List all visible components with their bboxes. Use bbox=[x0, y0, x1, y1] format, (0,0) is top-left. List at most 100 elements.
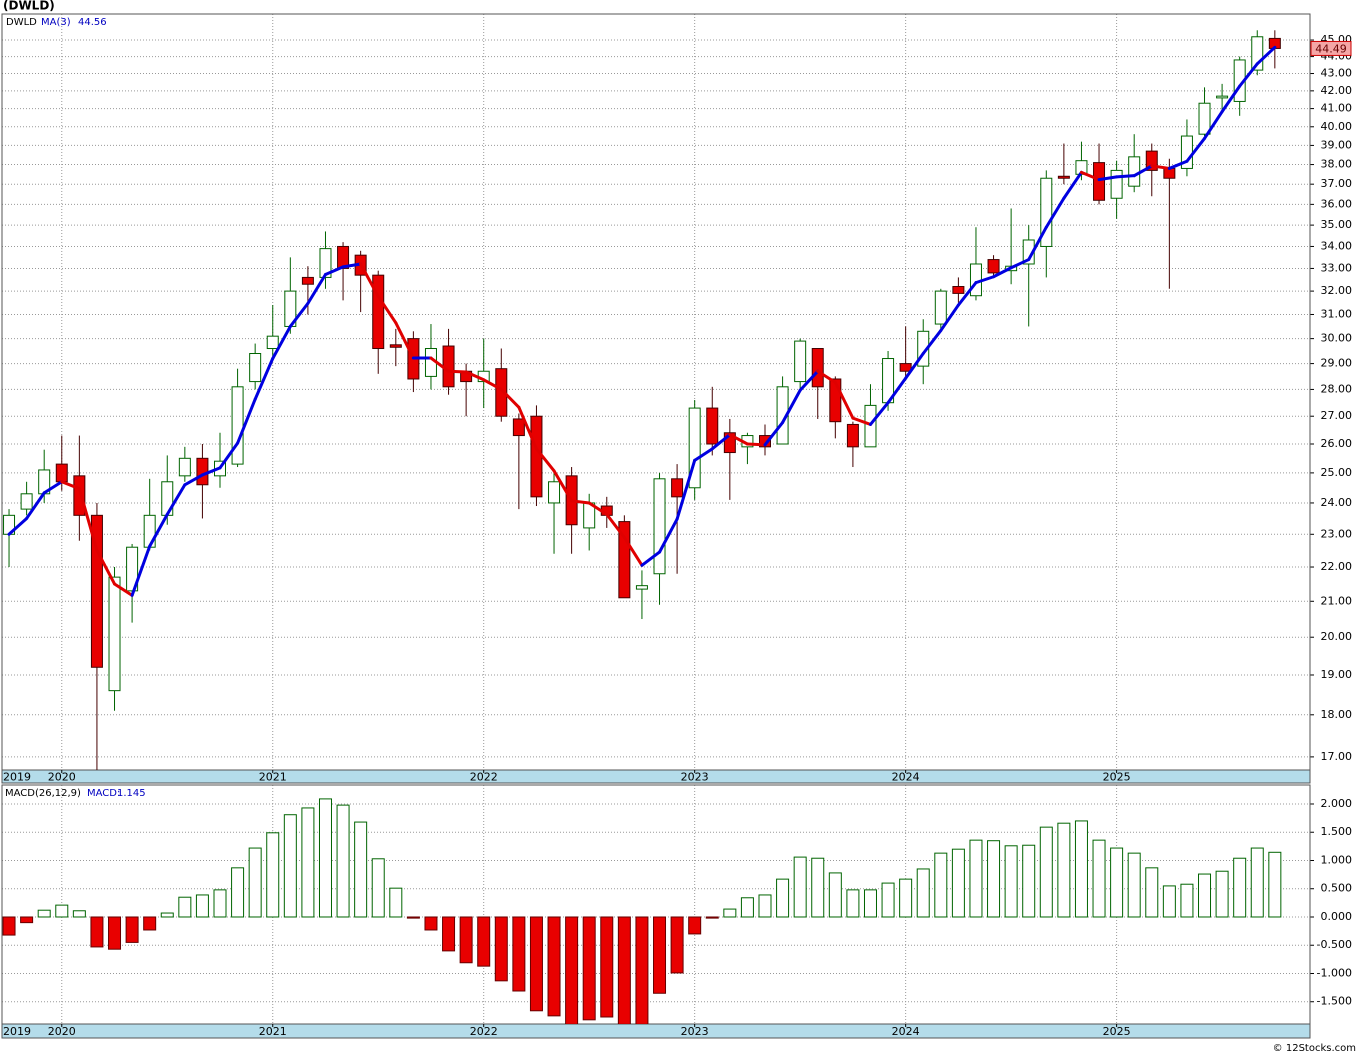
x-tick-label: 2020 bbox=[48, 1025, 76, 1038]
y-tick-label: 33.00 bbox=[1321, 261, 1353, 274]
candle-body bbox=[548, 481, 561, 504]
macd-bar bbox=[987, 840, 1001, 918]
candle-body bbox=[899, 363, 912, 372]
ma-line bbox=[992, 266, 1013, 279]
ma-line bbox=[798, 369, 820, 392]
macd-bar bbox=[90, 916, 104, 948]
macd-bar bbox=[1092, 839, 1106, 918]
ma-line bbox=[1132, 164, 1154, 178]
candle-body bbox=[1093, 162, 1106, 201]
y-tick-label: -1.000 bbox=[1317, 966, 1352, 979]
macd-bar bbox=[899, 878, 913, 918]
y-tick-label: -0.500 bbox=[1317, 938, 1352, 951]
candle-body bbox=[495, 368, 508, 417]
macd-bar bbox=[776, 878, 790, 918]
ma-line bbox=[1255, 45, 1277, 66]
ma-line bbox=[693, 447, 714, 462]
candle-body bbox=[143, 514, 156, 548]
ma-line bbox=[306, 272, 327, 305]
y-tick-label: 39.00 bbox=[1321, 138, 1353, 151]
panel-frame bbox=[1, 784, 1311, 1039]
macd-bar bbox=[723, 908, 737, 918]
ma-line bbox=[253, 357, 275, 401]
legend-ma-value: 44.56 bbox=[78, 17, 107, 28]
macd-bar bbox=[125, 916, 139, 943]
ma-line bbox=[183, 473, 204, 487]
macd-bar bbox=[670, 916, 684, 974]
candle-body bbox=[231, 386, 244, 465]
x-tick-label: 2022 bbox=[470, 1025, 498, 1038]
candle-body bbox=[987, 259, 1000, 274]
ma-line bbox=[833, 380, 855, 420]
plot-area bbox=[2, 14, 1310, 770]
candle-body bbox=[196, 457, 209, 486]
candle-body bbox=[319, 248, 332, 278]
candle-body bbox=[55, 463, 68, 483]
macd-bar bbox=[916, 868, 930, 918]
y-tick-label: 40.00 bbox=[1321, 120, 1353, 133]
macd-bar bbox=[1110, 847, 1124, 918]
ma-line bbox=[517, 405, 538, 451]
candle-body bbox=[90, 514, 103, 668]
candle-body bbox=[688, 407, 701, 489]
macd-bar bbox=[1215, 870, 1229, 918]
macd-bar bbox=[846, 889, 860, 918]
ma-line bbox=[376, 294, 398, 325]
y-tick-label: 1.000 bbox=[1321, 853, 1353, 866]
candle-body bbox=[530, 415, 543, 498]
y-tick-label: -1.500 bbox=[1317, 995, 1352, 1008]
ma-line bbox=[464, 370, 486, 382]
macd-bar bbox=[1022, 844, 1036, 918]
panel-frame bbox=[1, 13, 1311, 784]
ma-line bbox=[1097, 175, 1119, 182]
y-tick-label: 31.00 bbox=[1321, 307, 1353, 320]
macd-bar bbox=[20, 916, 34, 924]
x-tick-label: 2021 bbox=[259, 771, 287, 784]
ma-line bbox=[1062, 170, 1083, 200]
macd-bar bbox=[213, 889, 227, 918]
ma-line bbox=[781, 388, 802, 425]
y-tick-label: 41.00 bbox=[1321, 102, 1353, 115]
legend-ma-name: MA(3) bbox=[41, 17, 71, 28]
last-price-label: 44.49 bbox=[1315, 42, 1347, 55]
y-tick-label: 18.00 bbox=[1321, 708, 1353, 721]
y-tick-label: 34.00 bbox=[1321, 239, 1353, 252]
macd-bar bbox=[389, 887, 403, 918]
ma-line bbox=[113, 582, 134, 597]
ma-line bbox=[42, 480, 64, 495]
y-tick-label: 29.00 bbox=[1321, 357, 1353, 370]
ma-line bbox=[1079, 170, 1101, 182]
ma-line bbox=[60, 480, 81, 491]
legend-macd-name: MACD(26,12,9) bbox=[5, 788, 81, 799]
ma-line bbox=[974, 275, 996, 285]
bars bbox=[2, 798, 1282, 1024]
macd-bar bbox=[72, 910, 86, 918]
ma-line bbox=[640, 550, 662, 567]
macd-bar bbox=[248, 847, 262, 918]
candle-body bbox=[952, 286, 965, 294]
candle-body bbox=[864, 404, 877, 448]
ma-line bbox=[1027, 225, 1048, 262]
macd-bar bbox=[1233, 857, 1247, 918]
ma-line bbox=[218, 441, 240, 470]
y-tick-label: 21.00 bbox=[1321, 594, 1353, 607]
y-tick-label: 37.00 bbox=[1321, 177, 1353, 190]
macd-bar bbox=[934, 852, 948, 918]
macd-bar bbox=[793, 856, 807, 918]
ma-line bbox=[886, 376, 908, 405]
candle-body bbox=[794, 340, 807, 383]
ma-line bbox=[605, 512, 626, 539]
ma-line bbox=[429, 356, 451, 373]
x-tick-label: 2022 bbox=[470, 771, 498, 784]
macd-bar bbox=[301, 807, 315, 918]
macd-bar bbox=[195, 894, 209, 918]
y-tick-label: 20.00 bbox=[1321, 630, 1353, 643]
macd-bar bbox=[1162, 885, 1176, 918]
y-tick-label: 2.000 bbox=[1321, 797, 1353, 810]
macd-bar bbox=[477, 916, 491, 967]
macd-bar bbox=[1250, 847, 1264, 918]
candle-body bbox=[846, 423, 859, 448]
y-tick-label: 0.000 bbox=[1321, 910, 1353, 923]
y-tick-label: 23.00 bbox=[1321, 527, 1353, 540]
y-tick-label: 42.00 bbox=[1321, 84, 1353, 97]
